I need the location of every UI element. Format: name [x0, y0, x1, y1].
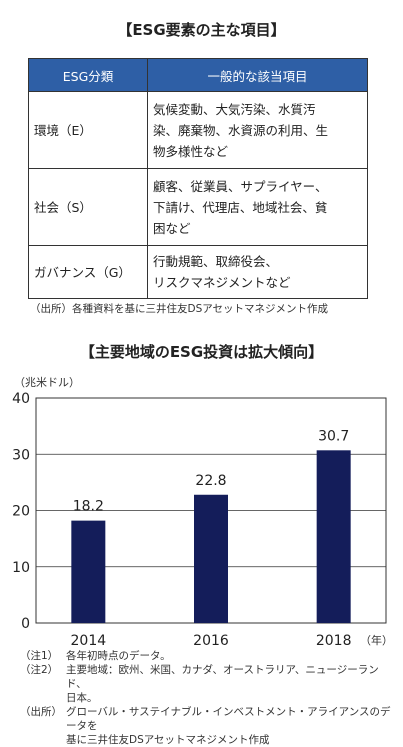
note-line: 基に三井住友DSアセットマネジメント作成: [66, 734, 270, 746]
data-labels: 18.2 22.8 30.7: [73, 428, 350, 514]
x-tick-label: 2016: [193, 633, 229, 648]
items-cell: 気候変動、大気汚染、水質汚 染、廃棄物、水資源の利用、生 物多様性など: [147, 91, 368, 169]
chart-title: 【主要地域のESG投資は拡大傾向】: [79, 343, 324, 361]
items-line: 気候変動、大気汚染、水質汚: [153, 101, 316, 117]
items-cell: 行動規範、取締役会、 リスクマネジメントなど: [147, 245, 368, 299]
items-line: 下請け、代理店、地域社会、貧: [153, 199, 328, 215]
x-tick-label: 2014: [71, 633, 107, 648]
note-label: （注2）: [20, 664, 59, 676]
note-line: 日本。: [66, 692, 98, 704]
y-axis-unit: （兆米ドル）: [14, 376, 80, 389]
bar-chart: 0 10 20 30 40 18.2 22.8 30.7 2014 2016 2018 （兆米ド…: [12, 376, 393, 648]
note-line: 主要地域：欧州、米国、カナダ、オーストラリア、ニュージーランド、: [66, 664, 379, 690]
table-row: 社会（S） 顧客、従業員、サプライヤー、 下請け、代理店、地域社会、貧 困など: [28, 168, 368, 246]
table-source: （出所）各種資料を基に三井住友DSアセットマネジメント作成: [30, 303, 329, 315]
note-row: （注2） 主要地域：欧州、米国、カナダ、オーストラリア、ニュージーランド、 日本…: [20, 663, 396, 705]
table-title: 【ESG要素の主な項目】: [117, 21, 286, 39]
table-row: ガバナンス（G） 行動規範、取締役会、 リスクマネジメントなど: [28, 245, 368, 299]
category-cell: ガバナンス（G）: [28, 245, 148, 299]
y-tick-label: 10: [12, 560, 30, 576]
note-text: 各年初時点のデータ。: [66, 649, 396, 663]
note-text: 主要地域：欧州、米国、カナダ、オーストラリア、ニュージーランド、 日本。: [66, 663, 396, 705]
items-cell: 顧客、従業員、サプライヤー、 下請け、代理店、地域社会、貧 困など: [147, 168, 368, 246]
items-line: 困など: [153, 220, 191, 236]
y-tick-label: 40: [12, 391, 30, 407]
note-label: （注1）: [20, 650, 59, 662]
items-line: 染、廃棄物、水資源の利用、生: [153, 122, 329, 138]
note-label: （出所）: [20, 706, 62, 718]
table-row: 環境（E） 気候変動、大気汚染、水質汚 染、廃棄物、水資源の利用、生 物多様性な…: [28, 91, 368, 169]
note-line: 各年初時点のデータ。: [66, 650, 171, 662]
data-label: 22.8: [195, 473, 226, 489]
y-tick-label: 0: [21, 616, 30, 632]
x-tick-labels: 2014 2016 2018: [71, 633, 352, 648]
items-line: 行動規範、取締役会、: [153, 254, 279, 269]
note-line: グローバル・サステイナブル・インベストメント・アライアンスのデータを: [66, 706, 391, 732]
table-header-row: ESG分類 一般的な該当項目: [28, 58, 368, 92]
category-cell: 環境（E）: [28, 91, 148, 169]
y-tick-label: 20: [12, 504, 30, 520]
items-line: 物多様性など: [153, 143, 229, 159]
items-line: リスクマネジメントなど: [153, 275, 291, 290]
items-line: 顧客、従業員、サプライヤー、: [153, 178, 328, 194]
data-label: 18.2: [73, 499, 104, 515]
y-tick-label: 30: [12, 447, 30, 463]
bar: [316, 450, 351, 623]
note-row: （出所） グローバル・サステイナブル・インベストメント・アライアンスのデータを …: [20, 705, 396, 747]
note-text: グローバル・サステイナブル・インベストメント・アライアンスのデータを 基に三井住…: [66, 705, 396, 747]
x-tick-label: 2018: [316, 633, 352, 648]
header-items: 一般的な該当項目: [147, 58, 368, 92]
chart-notes: （注1） 各年初時点のデータ。 （注2） 主要地域：欧州、米国、カナダ、オースト…: [20, 649, 396, 747]
y-tick-labels: 0 10 20 30 40: [12, 391, 30, 632]
category-cell: 社会（S）: [28, 168, 148, 246]
bar: [71, 520, 106, 623]
header-category: ESG分類: [28, 58, 148, 92]
x-axis-unit: （年）: [360, 633, 393, 647]
esg-table: ESG分類 一般的な該当項目 環境（E） 気候変動、大気汚染、水質汚 染、廃棄物…: [28, 58, 368, 299]
bars: [71, 450, 351, 623]
data-label: 30.7: [318, 428, 349, 444]
bar: [194, 494, 228, 623]
note-row: （注1） 各年初時点のデータ。: [20, 649, 396, 663]
